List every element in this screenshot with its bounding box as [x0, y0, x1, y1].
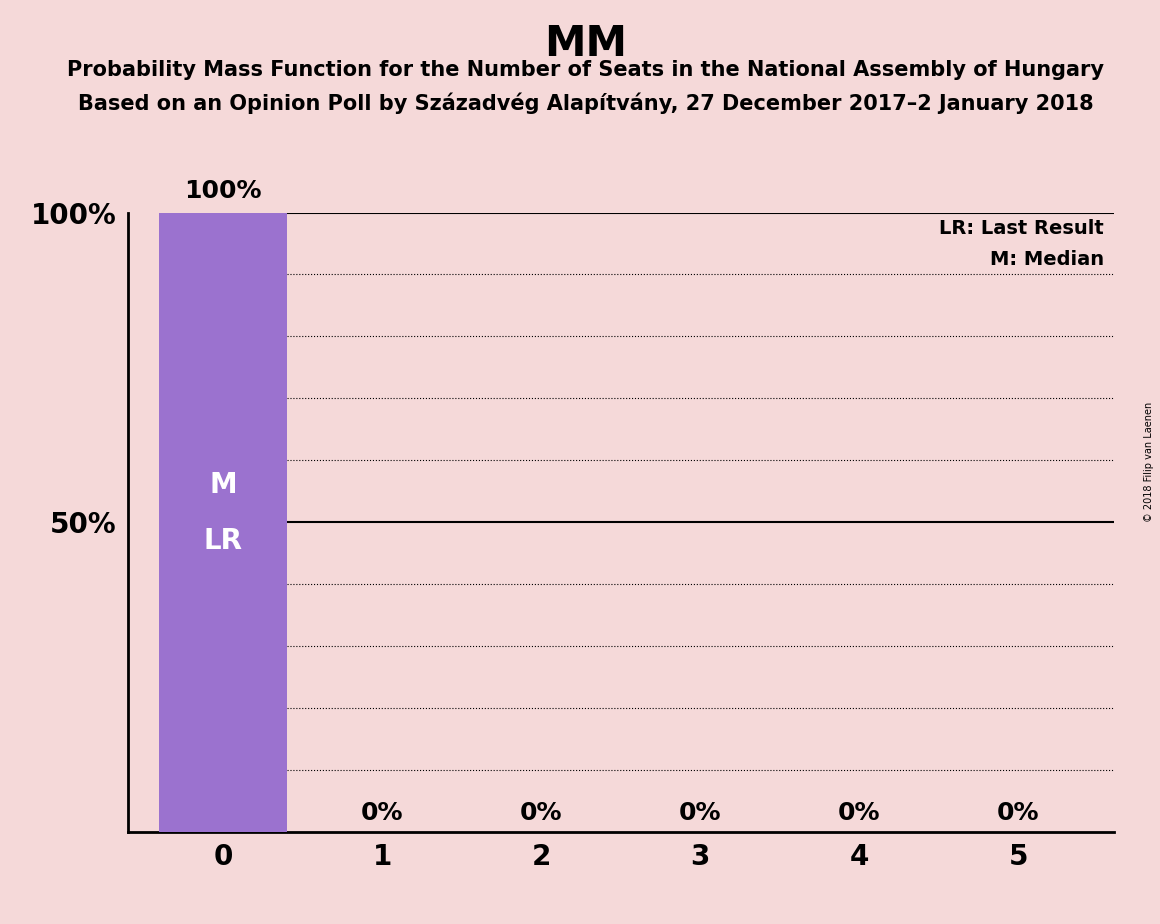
Text: 0%: 0% [520, 801, 563, 825]
Text: M: M [209, 471, 237, 499]
Text: Probability Mass Function for the Number of Seats in the National Assembly of Hu: Probability Mass Function for the Number… [67, 60, 1104, 80]
Text: 0%: 0% [361, 801, 404, 825]
Text: © 2018 Filip van Laenen: © 2018 Filip van Laenen [1144, 402, 1154, 522]
Bar [159, 213, 287, 832]
Text: LR: Last Result: LR: Last Result [938, 219, 1103, 237]
Text: 100%: 100% [184, 179, 262, 203]
Text: 0%: 0% [838, 801, 880, 825]
Text: 0%: 0% [996, 801, 1039, 825]
Text: Based on an Opinion Poll by Századvég Alapítvány, 27 December 2017–2 January 201: Based on an Opinion Poll by Századvég Al… [78, 92, 1094, 114]
Text: 0%: 0% [679, 801, 722, 825]
Text: LR: LR [203, 527, 242, 554]
Text: MM: MM [544, 23, 628, 65]
Text: M: Median: M: Median [989, 249, 1103, 269]
